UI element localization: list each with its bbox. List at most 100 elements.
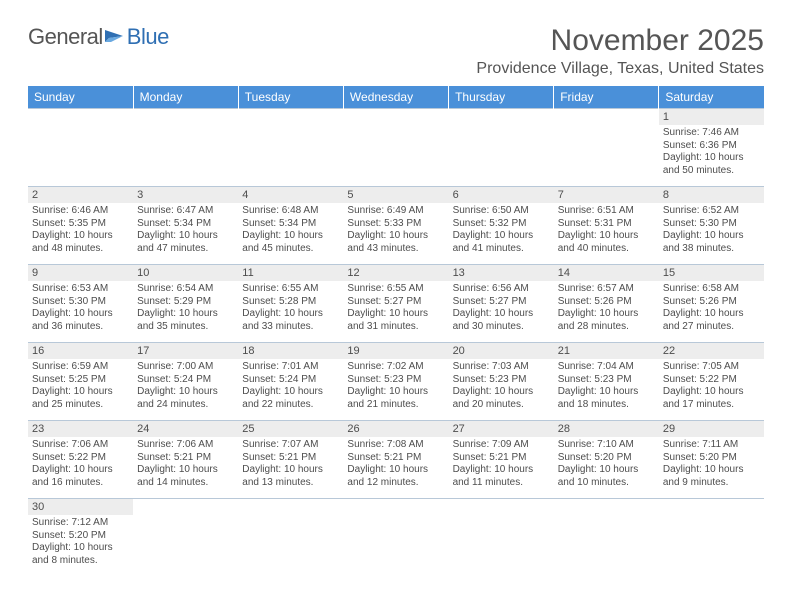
daylight-text: Daylight: 10 hours and 33 minutes.	[242, 308, 339, 333]
daylight-text: Daylight: 10 hours and 20 minutes.	[453, 386, 550, 411]
weekday-header: Tuesday	[238, 86, 343, 109]
calendar-day-cell: 23Sunrise: 7:06 AMSunset: 5:22 PMDayligh…	[28, 421, 133, 499]
daylight-text: Daylight: 10 hours and 38 minutes.	[663, 230, 760, 255]
sunset-text: Sunset: 5:26 PM	[663, 296, 760, 309]
sunrise-text: Sunrise: 7:06 AM	[32, 439, 129, 452]
calendar-table: SundayMondayTuesdayWednesdayThursdayFrid…	[28, 86, 764, 577]
day-details: Sunrise: 6:53 AMSunset: 5:30 PMDaylight:…	[28, 281, 133, 337]
calendar-day-cell: 30Sunrise: 7:12 AMSunset: 5:20 PMDayligh…	[28, 499, 133, 577]
daylight-text: Daylight: 10 hours and 31 minutes.	[347, 308, 444, 333]
calendar-day-cell: 13Sunrise: 6:56 AMSunset: 5:27 PMDayligh…	[449, 265, 554, 343]
day-details: Sunrise: 7:11 AMSunset: 5:20 PMDaylight:…	[659, 437, 764, 493]
calendar-day-cell: 7Sunrise: 6:51 AMSunset: 5:31 PMDaylight…	[554, 187, 659, 265]
daylight-text: Daylight: 10 hours and 43 minutes.	[347, 230, 444, 255]
calendar-day-cell: 26Sunrise: 7:08 AMSunset: 5:21 PMDayligh…	[343, 421, 448, 499]
logo-flag-icon	[105, 30, 125, 44]
sunset-text: Sunset: 5:30 PM	[32, 296, 129, 309]
calendar-day-cell	[449, 499, 554, 577]
day-details: Sunrise: 6:47 AMSunset: 5:34 PMDaylight:…	[133, 203, 238, 259]
calendar-day-cell: 14Sunrise: 6:57 AMSunset: 5:26 PMDayligh…	[554, 265, 659, 343]
calendar-day-cell: 15Sunrise: 6:58 AMSunset: 5:26 PMDayligh…	[659, 265, 764, 343]
day-number: 1	[659, 109, 764, 125]
sunrise-text: Sunrise: 7:12 AM	[32, 517, 129, 530]
calendar-week-row: 1Sunrise: 7:46 AMSunset: 6:36 PMDaylight…	[28, 109, 764, 187]
sunset-text: Sunset: 5:27 PM	[453, 296, 550, 309]
calendar-day-cell: 6Sunrise: 6:50 AMSunset: 5:32 PMDaylight…	[449, 187, 554, 265]
day-number: 29	[659, 421, 764, 437]
location-subtitle: Providence Village, Texas, United States	[476, 60, 764, 78]
weekday-header: Sunday	[28, 86, 133, 109]
sunset-text: Sunset: 5:33 PM	[347, 218, 444, 231]
day-details: Sunrise: 6:58 AMSunset: 5:26 PMDaylight:…	[659, 281, 764, 337]
calendar-day-cell: 22Sunrise: 7:05 AMSunset: 5:22 PMDayligh…	[659, 343, 764, 421]
day-number: 12	[343, 265, 448, 281]
calendar-day-cell	[238, 499, 343, 577]
weekday-header: Saturday	[659, 86, 764, 109]
daylight-text: Daylight: 10 hours and 24 minutes.	[137, 386, 234, 411]
day-number: 10	[133, 265, 238, 281]
calendar-day-cell: 1Sunrise: 7:46 AMSunset: 6:36 PMDaylight…	[659, 109, 764, 187]
day-details: Sunrise: 7:09 AMSunset: 5:21 PMDaylight:…	[449, 437, 554, 493]
day-number: 24	[133, 421, 238, 437]
day-details: Sunrise: 6:52 AMSunset: 5:30 PMDaylight:…	[659, 203, 764, 259]
sunrise-text: Sunrise: 6:49 AM	[347, 205, 444, 218]
daylight-text: Daylight: 10 hours and 14 minutes.	[137, 464, 234, 489]
calendar-day-cell: 28Sunrise: 7:10 AMSunset: 5:20 PMDayligh…	[554, 421, 659, 499]
day-number: 14	[554, 265, 659, 281]
day-number: 6	[449, 187, 554, 203]
day-number: 13	[449, 265, 554, 281]
sunset-text: Sunset: 5:20 PM	[558, 452, 655, 465]
sunrise-text: Sunrise: 7:10 AM	[558, 439, 655, 452]
daylight-text: Daylight: 10 hours and 50 minutes.	[663, 152, 760, 177]
weekday-header: Wednesday	[343, 86, 448, 109]
sunset-text: Sunset: 5:21 PM	[453, 452, 550, 465]
daylight-text: Daylight: 10 hours and 35 minutes.	[137, 308, 234, 333]
sunrise-text: Sunrise: 6:53 AM	[32, 283, 129, 296]
calendar-day-cell	[28, 109, 133, 187]
calendar-day-cell: 5Sunrise: 6:49 AMSunset: 5:33 PMDaylight…	[343, 187, 448, 265]
daylight-text: Daylight: 10 hours and 40 minutes.	[558, 230, 655, 255]
calendar-day-cell: 24Sunrise: 7:06 AMSunset: 5:21 PMDayligh…	[133, 421, 238, 499]
day-details: Sunrise: 6:56 AMSunset: 5:27 PMDaylight:…	[449, 281, 554, 337]
sunset-text: Sunset: 5:21 PM	[347, 452, 444, 465]
calendar-day-cell: 4Sunrise: 6:48 AMSunset: 5:34 PMDaylight…	[238, 187, 343, 265]
day-details: Sunrise: 7:06 AMSunset: 5:21 PMDaylight:…	[133, 437, 238, 493]
calendar-day-cell: 18Sunrise: 7:01 AMSunset: 5:24 PMDayligh…	[238, 343, 343, 421]
sunset-text: Sunset: 5:28 PM	[242, 296, 339, 309]
day-number: 23	[28, 421, 133, 437]
calendar-day-cell: 11Sunrise: 6:55 AMSunset: 5:28 PMDayligh…	[238, 265, 343, 343]
logo: General Blue	[28, 24, 169, 50]
sunrise-text: Sunrise: 7:07 AM	[242, 439, 339, 452]
calendar-day-cell	[554, 499, 659, 577]
day-number: 9	[28, 265, 133, 281]
day-number: 27	[449, 421, 554, 437]
sunrise-text: Sunrise: 6:55 AM	[347, 283, 444, 296]
day-number: 16	[28, 343, 133, 359]
day-details: Sunrise: 6:54 AMSunset: 5:29 PMDaylight:…	[133, 281, 238, 337]
weekday-header: Friday	[554, 86, 659, 109]
day-details: Sunrise: 6:51 AMSunset: 5:31 PMDaylight:…	[554, 203, 659, 259]
calendar-day-cell	[343, 499, 448, 577]
day-details: Sunrise: 6:48 AMSunset: 5:34 PMDaylight:…	[238, 203, 343, 259]
day-details: Sunrise: 7:08 AMSunset: 5:21 PMDaylight:…	[343, 437, 448, 493]
day-number: 18	[238, 343, 343, 359]
daylight-text: Daylight: 10 hours and 13 minutes.	[242, 464, 339, 489]
daylight-text: Daylight: 10 hours and 16 minutes.	[32, 464, 129, 489]
sunset-text: Sunset: 5:23 PM	[347, 374, 444, 387]
sunrise-text: Sunrise: 6:50 AM	[453, 205, 550, 218]
daylight-text: Daylight: 10 hours and 8 minutes.	[32, 542, 129, 567]
sunset-text: Sunset: 5:30 PM	[663, 218, 760, 231]
sunrise-text: Sunrise: 7:03 AM	[453, 361, 550, 374]
calendar-day-cell	[659, 499, 764, 577]
sunrise-text: Sunrise: 7:08 AM	[347, 439, 444, 452]
weekday-header-row: SundayMondayTuesdayWednesdayThursdayFrid…	[28, 86, 764, 109]
day-number: 28	[554, 421, 659, 437]
weekday-header: Monday	[133, 86, 238, 109]
calendar-day-cell: 16Sunrise: 6:59 AMSunset: 5:25 PMDayligh…	[28, 343, 133, 421]
month-title: November 2025	[476, 24, 764, 58]
sunrise-text: Sunrise: 6:51 AM	[558, 205, 655, 218]
sunrise-text: Sunrise: 6:48 AM	[242, 205, 339, 218]
sunset-text: Sunset: 5:24 PM	[137, 374, 234, 387]
daylight-text: Daylight: 10 hours and 17 minutes.	[663, 386, 760, 411]
day-details: Sunrise: 6:49 AMSunset: 5:33 PMDaylight:…	[343, 203, 448, 259]
